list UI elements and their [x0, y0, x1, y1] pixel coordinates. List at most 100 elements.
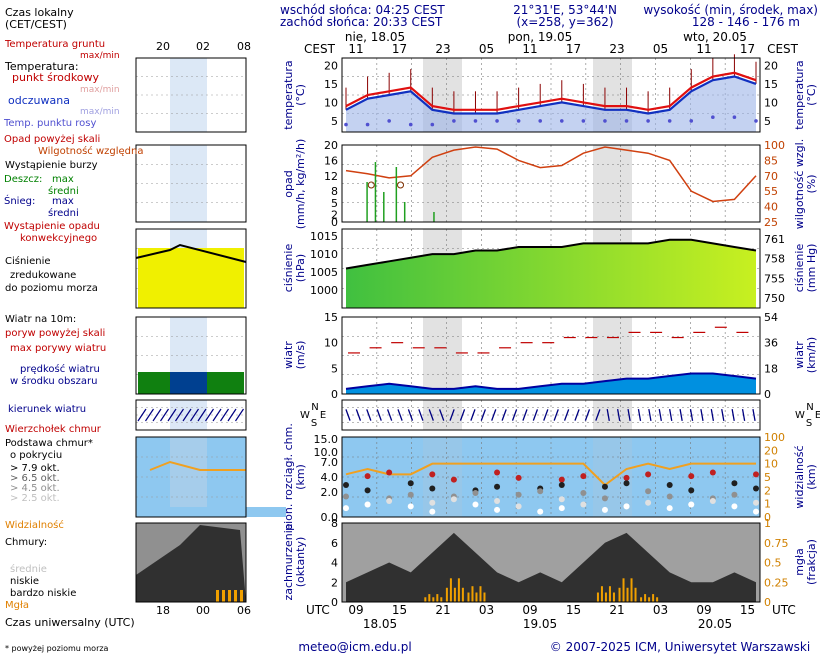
- wind-legend-border: [135, 316, 247, 395]
- cloud-base-dot: [343, 493, 349, 500]
- dew-point-dot: [516, 119, 521, 123]
- wind-dir-arrow: [449, 409, 455, 421]
- cloud-base-dot: [623, 503, 630, 510]
- fog-ytick: 0.5: [764, 557, 782, 570]
- legend-okt-item: > 2.5 okt.: [10, 493, 60, 504]
- cloud-base-dot: [429, 508, 436, 515]
- cloud-base-dot: [709, 498, 716, 504]
- dew-point-dot: [689, 119, 694, 123]
- cloud-base-dot: [407, 480, 414, 487]
- day-label: wto, 20.05: [683, 30, 747, 44]
- wind-dir-arrow: [522, 409, 528, 421]
- footer-copyright: © 2007-2025 ICM, Uniwersytet Warszawski: [550, 640, 810, 654]
- pressure-ytick-r: 755: [764, 272, 785, 285]
- dew-point-dot: [430, 122, 435, 127]
- legend-ground-temp: Temperatura gruntu: [4, 39, 105, 50]
- legend-temperature: Temperatura:: [4, 60, 79, 73]
- top-hour-tick: 23: [435, 42, 450, 56]
- legend-time-local2: (CET/CEST): [5, 18, 67, 31]
- wind-dir-arrow: [637, 408, 642, 422]
- dew-point-dot: [559, 119, 564, 123]
- cloud-base-dot: [429, 471, 436, 478]
- legend-wind-arrow: [137, 408, 147, 422]
- wind-dir-arrow: [543, 409, 549, 421]
- wind-dir-arrow: [355, 409, 362, 421]
- dew-point-dot: [495, 119, 499, 123]
- panel-side-label: ciśnienie: [282, 244, 295, 293]
- wind-dir-arrow: [366, 409, 372, 421]
- legend-wind-arrow: [160, 408, 169, 422]
- dir-letter: E: [320, 410, 326, 421]
- panel-side-label: temperatura: [282, 60, 295, 129]
- cloud-base-dot: [450, 476, 457, 483]
- fog-bar: [600, 586, 603, 602]
- dew-point-dot: [473, 119, 478, 123]
- temp-ytick: 10: [324, 96, 338, 109]
- utc-label: UTC: [306, 603, 330, 617]
- cloud-base-dot: [558, 476, 565, 483]
- cloud-base-dot: [753, 499, 759, 506]
- dew-point-dot: [732, 115, 737, 119]
- temp-ytick-r: 15: [764, 78, 778, 91]
- legend-rain-max: max: [52, 174, 74, 185]
- cloud-base-dot: [472, 490, 479, 496]
- legend-hour: 18: [156, 604, 170, 617]
- wind-dir-arrow: [658, 408, 662, 422]
- low-cloud-area: [346, 532, 756, 602]
- wind-dir-arrow: [616, 408, 621, 422]
- panel-side-unit: (m/s): [294, 341, 307, 370]
- pressure-area: [346, 239, 756, 308]
- legend-pressure-line: [135, 243, 247, 263]
- cloud-base-dot: [753, 471, 759, 478]
- legend-rain: Deszcz:: [4, 174, 42, 185]
- wind-ytick: 5: [331, 362, 338, 375]
- cloud-base-dot: [407, 491, 414, 498]
- bottom-hour-tick: 21: [435, 603, 450, 617]
- wind-dir-arrow: [627, 408, 631, 422]
- footer-email[interactable]: meteo@icm.edu.pl: [298, 640, 411, 654]
- pressure-ytick-r: 750: [764, 292, 785, 305]
- cover-ytick: 8: [331, 517, 338, 530]
- legend-wind-10m: Wiatr na 10m:: [5, 314, 76, 325]
- legend-wind-night: [170, 372, 207, 394]
- panel-side-label: opad: [282, 170, 295, 197]
- panel-side-label: mgła: [793, 548, 806, 576]
- legend-conv-precip2: konwekcyjnego: [20, 233, 97, 244]
- panel-side-label: widzialność: [793, 445, 806, 508]
- precip-ytick: 12: [324, 170, 338, 183]
- dew-point-dot: [344, 122, 348, 127]
- fog-bar: [656, 597, 659, 602]
- cloud-base-dot: [688, 487, 695, 494]
- fog-bar: [608, 586, 611, 602]
- cloudh-ytick: 10.0: [314, 446, 339, 459]
- dew-point-dot: [754, 119, 758, 123]
- cloud-base-dot: [494, 483, 501, 490]
- precip-legend-border: [135, 144, 247, 223]
- cloud-base-dot: [494, 498, 501, 504]
- wind-line: [345, 372, 757, 390]
- fog-bar: [630, 578, 633, 602]
- fog-bar: [644, 594, 647, 602]
- precip-ytick: 16: [324, 154, 338, 167]
- wind-dir-arrow: [553, 409, 559, 421]
- wind-dir-arrow: [689, 408, 694, 422]
- cloud-base-dot: [753, 508, 759, 515]
- legend-cloud-vlow: bardzo niskie: [10, 588, 76, 599]
- bottom-hour-tick: 09: [348, 603, 363, 617]
- wind-dir-arrow: [752, 408, 756, 422]
- cover-border: [341, 522, 761, 603]
- cloud-base-dot: [343, 482, 349, 488]
- precip-ytick: 2: [331, 208, 338, 221]
- precip-ytick: 0: [331, 216, 338, 229]
- humidity-ytick: 100: [764, 139, 785, 152]
- wind-dir-arrow: [595, 409, 601, 421]
- cloud-base-dot: [623, 480, 630, 487]
- top-hour-tick: 17: [566, 42, 581, 56]
- cloud-base-dot: [386, 498, 393, 504]
- bottom-hour-tick: 03: [653, 603, 668, 617]
- dew-point-dot: [711, 115, 715, 119]
- temp-line-1: [345, 75, 757, 115]
- cloudh-border: [341, 436, 761, 518]
- panel-side-label: wilgotność wzgl.: [793, 139, 806, 229]
- legend-hour: 00: [196, 604, 210, 617]
